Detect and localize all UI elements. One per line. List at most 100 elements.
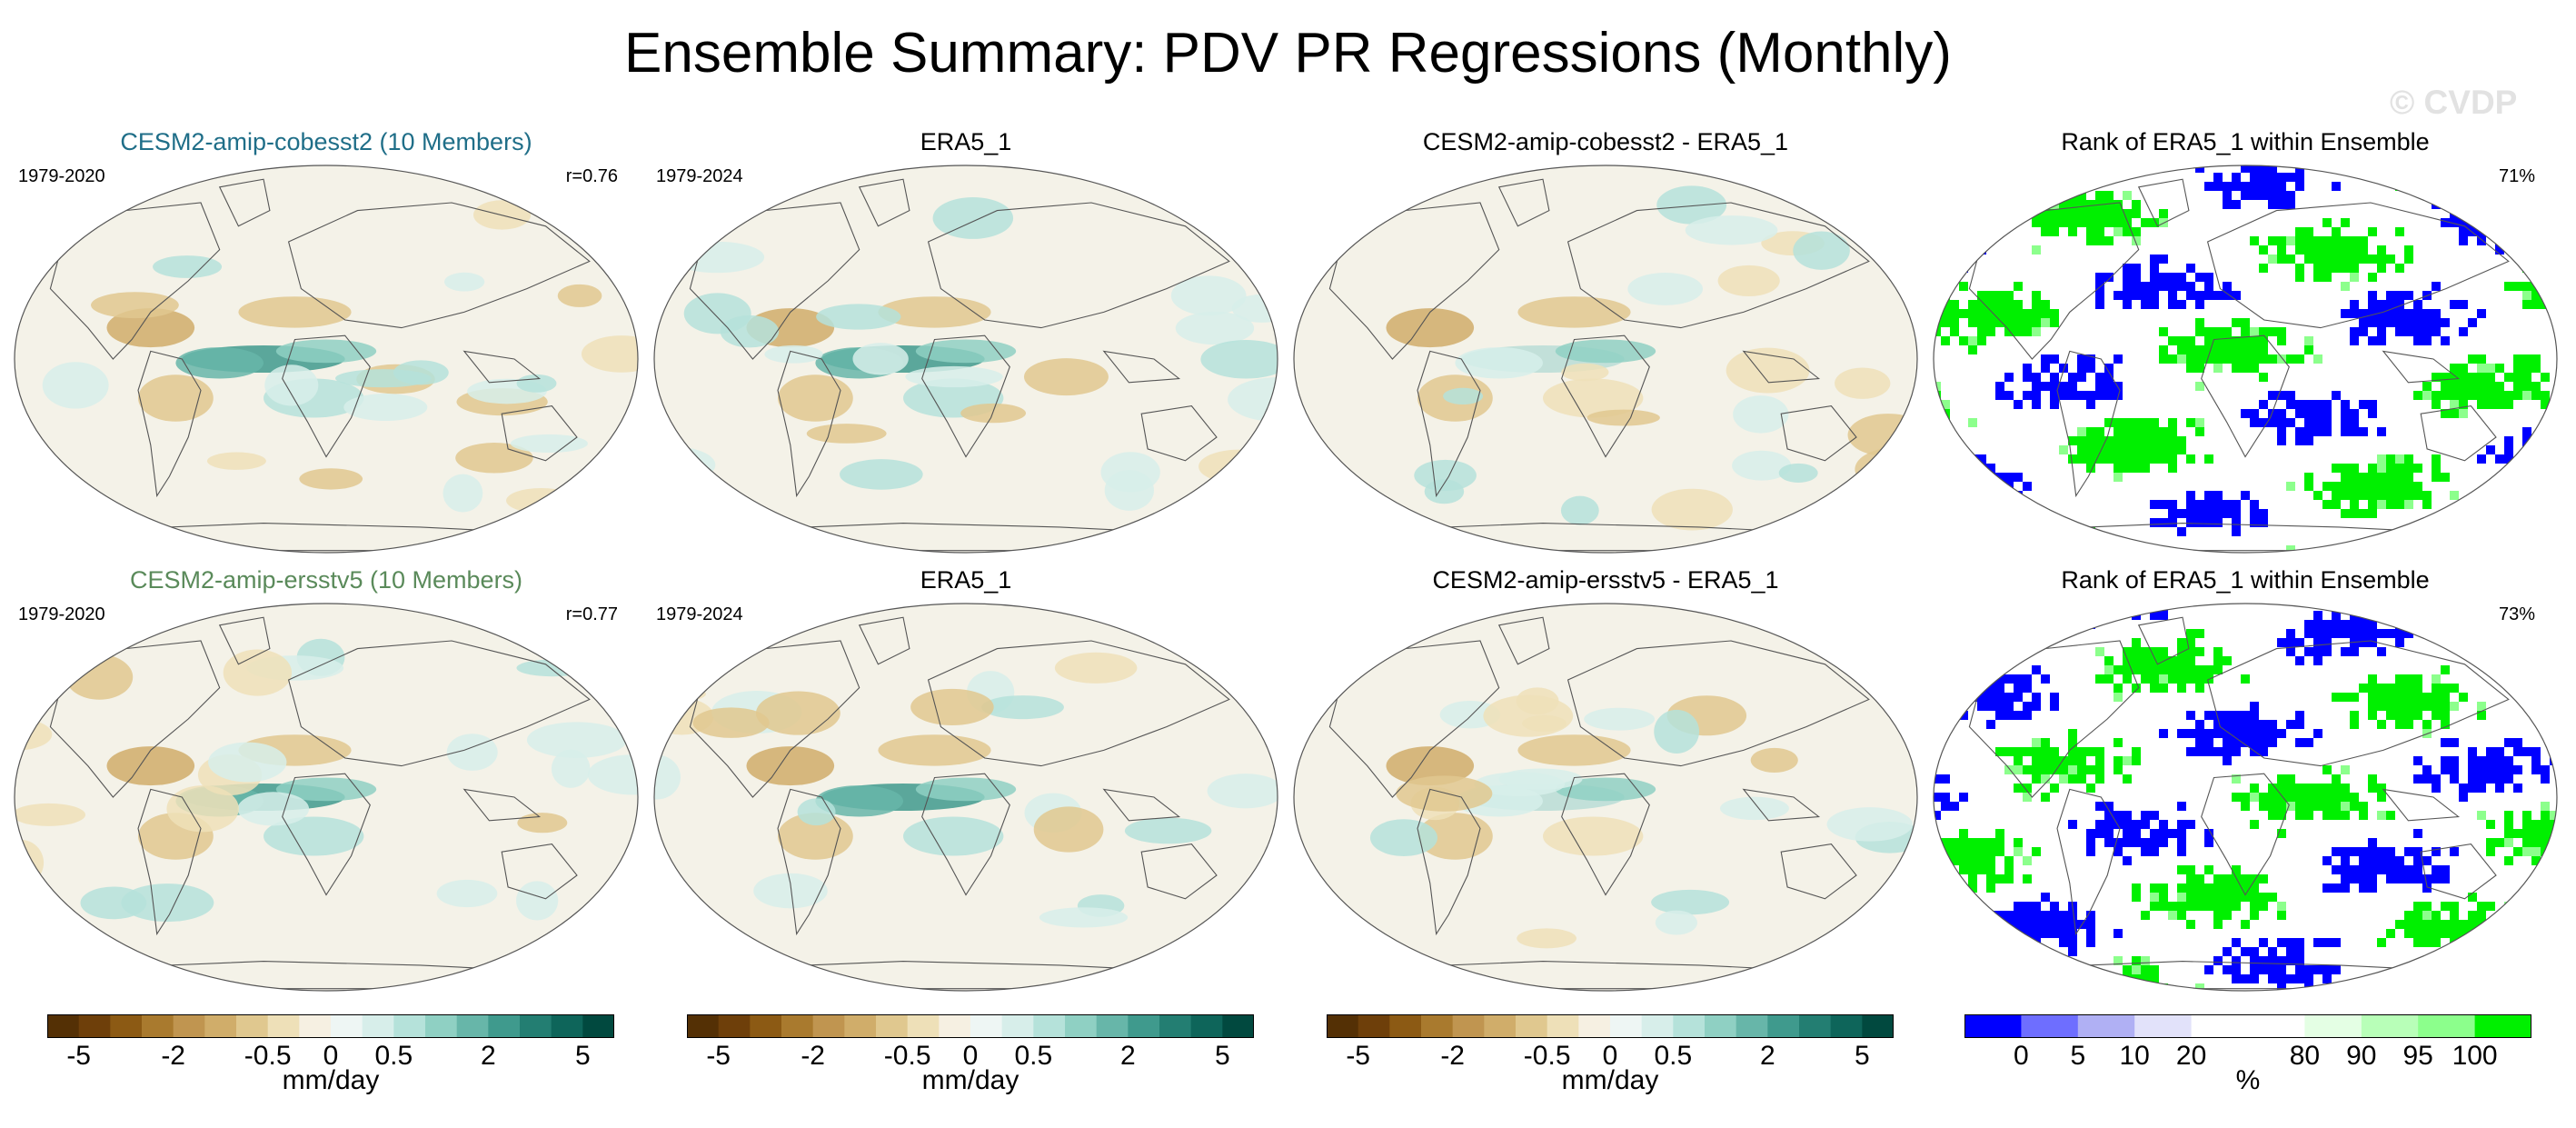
map-panel xyxy=(1293,603,1918,992)
colorbar-swatch xyxy=(844,1014,877,1038)
colorbar-swatch xyxy=(1862,1014,1894,1038)
colorbar-tick-label: 5 xyxy=(1214,1041,1230,1071)
map-panel xyxy=(653,603,1278,992)
colorbar-swatch xyxy=(781,1014,814,1038)
colorbar-swatch xyxy=(1001,1014,1034,1038)
colorbar-tick-label: 0 xyxy=(1602,1041,1618,1071)
colorbar-tick-label: 100 xyxy=(2452,1041,2498,1071)
colorbar-swatch xyxy=(1484,1014,1517,1038)
colorbar-swatch xyxy=(1964,1014,2022,1038)
colorbar-swatch xyxy=(1327,1014,1359,1038)
colorbar-swatch xyxy=(812,1014,845,1038)
colorbar-tick-label: 20 xyxy=(2175,1041,2207,1071)
colorbar-units: mm/day xyxy=(1561,1065,1659,1095)
colorbar-swatch xyxy=(142,1014,174,1038)
colorbar-swatch xyxy=(750,1014,782,1038)
colorbar-tick-label: -2 xyxy=(161,1041,185,1071)
colorbar-swatch xyxy=(970,1014,1003,1038)
colorbar-ticks: -5 -2 -0.5 0 0.5 2 5 xyxy=(687,1041,1254,1073)
colorbar-swatch xyxy=(520,1014,552,1038)
cvdp-watermark: © CVDP xyxy=(2390,84,2518,121)
colorbar-tick-label: -2 xyxy=(1440,1041,1465,1071)
map-panel xyxy=(653,165,1278,554)
colorbar-tick-label: 80 xyxy=(2289,1041,2321,1071)
colorbar-swatch xyxy=(1547,1014,1579,1038)
colorbar-swatch xyxy=(1610,1014,1643,1038)
colorbar-swatch xyxy=(362,1014,394,1038)
colorbar-tick-label: 2 xyxy=(1119,1041,1136,1071)
colorbar-swatch xyxy=(488,1014,521,1038)
colorbar-ticks: -5 -2 -0.5 0 0.5 2 5 xyxy=(47,1041,614,1073)
colorbar-tick-label: 2 xyxy=(1759,1041,1775,1071)
colorbar-swatch xyxy=(110,1014,143,1038)
panel-title: Rank of ERA5_1 within Ensemble xyxy=(2061,128,2430,155)
figure-title: Ensemble Summary: PDV PR Regressions (Mo… xyxy=(624,22,1952,85)
colorbar xyxy=(47,1014,614,1038)
panel-rank-percent: 73% xyxy=(2498,604,2535,624)
panel-years: 1979-2020 xyxy=(18,166,105,186)
colorbar-swatch xyxy=(331,1014,363,1038)
colorbar-swatch xyxy=(939,1014,971,1038)
colorbar-tick-label: 10 xyxy=(2119,1041,2150,1071)
panel-title: Rank of ERA5_1 within Ensemble xyxy=(2061,566,2430,594)
colorbar-swatch xyxy=(2021,1014,2079,1038)
colorbar-swatch xyxy=(2191,1014,2249,1038)
colorbar-swatch xyxy=(1190,1014,1223,1038)
map-panel xyxy=(14,165,639,554)
colorbar-swatch xyxy=(1578,1014,1611,1038)
map-panel xyxy=(1293,165,1918,554)
colorbar-swatch xyxy=(267,1014,300,1038)
panel-correlation: r=0.77 xyxy=(565,604,618,624)
colorbar-swatch xyxy=(1389,1014,1422,1038)
colorbar-swatch xyxy=(47,1014,80,1038)
colorbar-tick-label: -5 xyxy=(66,1041,91,1071)
colorbar-tick-label: 5 xyxy=(2070,1041,2086,1071)
colorbar-swatch xyxy=(1673,1014,1706,1038)
colorbar-swatch xyxy=(2248,1014,2305,1038)
colorbar-tick-label: % xyxy=(2235,1065,2261,1095)
colorbar-swatch xyxy=(78,1014,111,1038)
colorbar-tick-label: 0 xyxy=(323,1041,339,1071)
colorbar-tick-label: 2 xyxy=(480,1041,496,1071)
panel-correlation: r=0.76 xyxy=(565,166,618,186)
colorbar-swatch xyxy=(1799,1014,1832,1038)
map-panel xyxy=(1933,165,2558,554)
colorbar-tick-label: -5 xyxy=(1346,1041,1370,1071)
colorbar-swatch xyxy=(1096,1014,1129,1038)
colorbar-swatch xyxy=(173,1014,205,1038)
panel-title: ERA5_1 xyxy=(920,128,1012,155)
colorbar-tick-label: 0.5 xyxy=(1654,1041,1693,1071)
colorbar-swatch xyxy=(1767,1014,1800,1038)
colorbar-tick-label: 0.5 xyxy=(374,1041,413,1071)
map-panel xyxy=(14,603,639,992)
colorbar-swatch xyxy=(299,1014,332,1038)
colorbar-swatch xyxy=(1358,1014,1390,1038)
colorbar-swatch xyxy=(236,1014,269,1038)
colorbar-tick-label: -0.5 xyxy=(883,1041,931,1071)
colorbar-swatch xyxy=(2304,1014,2362,1038)
colorbar-swatch xyxy=(1736,1014,1768,1038)
colorbar-tick-label: 90 xyxy=(2346,1041,2377,1071)
colorbar-swatch xyxy=(2474,1014,2531,1038)
colorbar-swatch xyxy=(907,1014,940,1038)
colorbar-swatch xyxy=(1705,1014,1737,1038)
colorbar-tick-label: -2 xyxy=(801,1041,825,1071)
colorbar-swatch xyxy=(456,1014,489,1038)
colorbar-swatch xyxy=(582,1014,614,1038)
colorbar-swatch xyxy=(718,1014,751,1038)
colorbar-swatch xyxy=(2361,1014,2419,1038)
colorbar-swatch xyxy=(1033,1014,1066,1038)
colorbar xyxy=(687,1014,1254,1038)
panel-years: 1979-2024 xyxy=(656,604,743,624)
panel-title: ERA5_1 xyxy=(920,566,1012,594)
colorbar-swatch xyxy=(2418,1014,2476,1038)
colorbar xyxy=(1327,1014,1894,1038)
colorbar-swatch xyxy=(1159,1014,1192,1038)
colorbar xyxy=(1964,1014,2531,1038)
colorbar-swatch xyxy=(1516,1014,1548,1038)
colorbar-swatch xyxy=(393,1014,426,1038)
colorbar-tick-label: 5 xyxy=(1854,1041,1870,1071)
colorbar-units: mm/day xyxy=(282,1065,380,1095)
panel-years: 1979-2020 xyxy=(18,604,105,624)
colorbar-tick-label: 95 xyxy=(2402,1041,2433,1071)
